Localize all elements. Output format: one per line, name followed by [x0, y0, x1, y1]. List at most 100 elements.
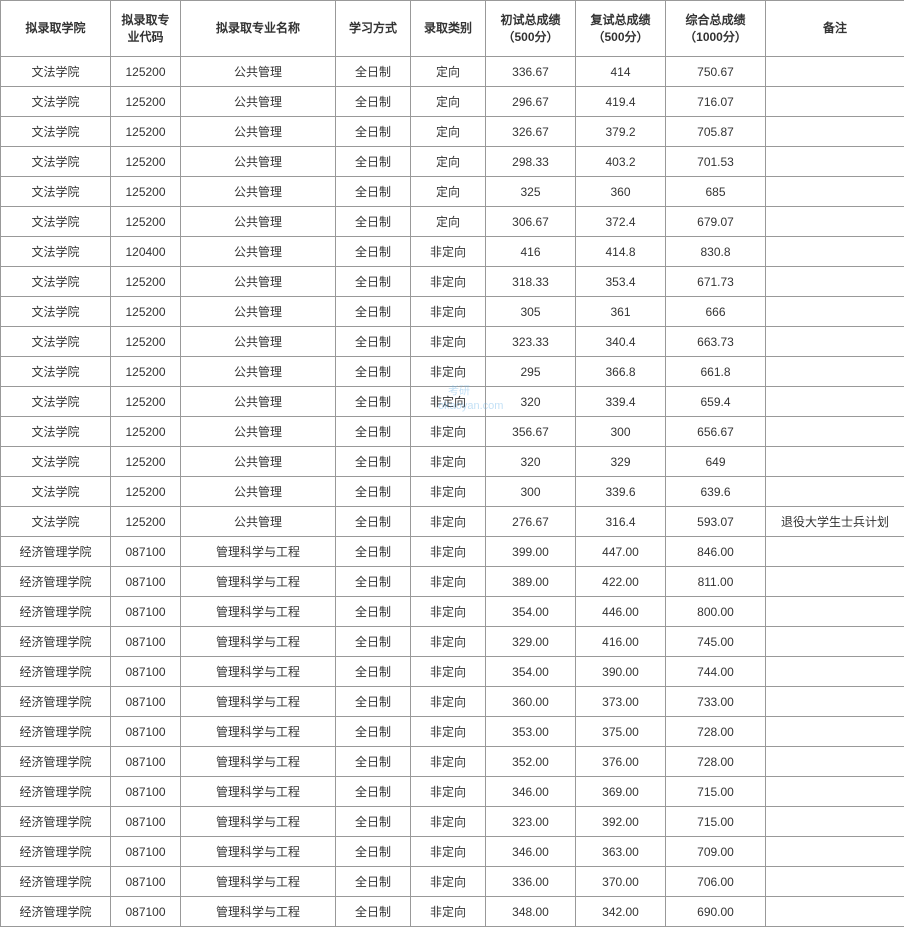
cell-r25-c1: 087100 — [111, 807, 181, 837]
cell-r26-c2: 管理科学与工程 — [181, 837, 336, 867]
cell-r6-c6: 414.8 — [576, 237, 666, 267]
cell-r12-c1: 125200 — [111, 417, 181, 447]
cell-r23-c6: 376.00 — [576, 747, 666, 777]
cell-r18-c5: 354.00 — [486, 597, 576, 627]
cell-r27-c8 — [766, 867, 904, 897]
cell-r13-c0: 文法学院 — [1, 447, 111, 477]
cell-r28-c3: 全日制 — [336, 897, 411, 927]
cell-r2-c6: 379.2 — [576, 117, 666, 147]
table-row: 经济管理学院087100管理科学与工程全日制非定向329.00416.00745… — [1, 627, 904, 657]
column-header-4: 录取类别 — [411, 1, 486, 57]
table-row: 文法学院125200公共管理全日制非定向295366.8661.8 — [1, 357, 904, 387]
cell-r9-c6: 340.4 — [576, 327, 666, 357]
cell-r18-c4: 非定向 — [411, 597, 486, 627]
table-row: 文法学院125200公共管理全日制非定向300339.6639.6 — [1, 477, 904, 507]
cell-r21-c7: 733.00 — [666, 687, 766, 717]
cell-r8-c2: 公共管理 — [181, 297, 336, 327]
cell-r27-c4: 非定向 — [411, 867, 486, 897]
cell-r8-c0: 文法学院 — [1, 297, 111, 327]
cell-r27-c1: 087100 — [111, 867, 181, 897]
cell-r28-c4: 非定向 — [411, 897, 486, 927]
cell-r22-c1: 087100 — [111, 717, 181, 747]
cell-r24-c2: 管理科学与工程 — [181, 777, 336, 807]
cell-r22-c2: 管理科学与工程 — [181, 717, 336, 747]
cell-r28-c6: 342.00 — [576, 897, 666, 927]
cell-r2-c3: 全日制 — [336, 117, 411, 147]
cell-r17-c1: 087100 — [111, 567, 181, 597]
table-row: 文法学院125200公共管理全日制非定向305361666 — [1, 297, 904, 327]
cell-r8-c7: 666 — [666, 297, 766, 327]
cell-r10-c0: 文法学院 — [1, 357, 111, 387]
table-row: 文法学院125200公共管理全日制非定向320329649 — [1, 447, 904, 477]
cell-r2-c2: 公共管理 — [181, 117, 336, 147]
cell-r22-c8 — [766, 717, 904, 747]
cell-r3-c3: 全日制 — [336, 147, 411, 177]
cell-r7-c4: 非定向 — [411, 267, 486, 297]
table-row: 经济管理学院087100管理科学与工程全日制非定向389.00422.00811… — [1, 567, 904, 597]
cell-r13-c3: 全日制 — [336, 447, 411, 477]
cell-r11-c1: 125200 — [111, 387, 181, 417]
column-header-8: 备注 — [766, 1, 904, 57]
cell-r9-c7: 663.73 — [666, 327, 766, 357]
cell-r28-c2: 管理科学与工程 — [181, 897, 336, 927]
cell-r18-c1: 087100 — [111, 597, 181, 627]
cell-r16-c1: 087100 — [111, 537, 181, 567]
cell-r17-c8 — [766, 567, 904, 597]
cell-r9-c1: 125200 — [111, 327, 181, 357]
cell-r15-c0: 文法学院 — [1, 507, 111, 537]
table-row: 经济管理学院087100管理科学与工程全日制非定向354.00390.00744… — [1, 657, 904, 687]
cell-r4-c1: 125200 — [111, 177, 181, 207]
cell-r4-c6: 360 — [576, 177, 666, 207]
cell-r14-c3: 全日制 — [336, 477, 411, 507]
cell-r0-c4: 定向 — [411, 57, 486, 87]
cell-r16-c0: 经济管理学院 — [1, 537, 111, 567]
cell-r20-c1: 087100 — [111, 657, 181, 687]
cell-r4-c7: 685 — [666, 177, 766, 207]
cell-r23-c8 — [766, 747, 904, 777]
cell-r16-c5: 399.00 — [486, 537, 576, 567]
cell-r24-c1: 087100 — [111, 777, 181, 807]
cell-r14-c8 — [766, 477, 904, 507]
cell-r8-c5: 305 — [486, 297, 576, 327]
cell-r13-c8 — [766, 447, 904, 477]
cell-r14-c5: 300 — [486, 477, 576, 507]
column-header-1: 拟录取专业代码 — [111, 1, 181, 57]
column-header-6: 复试总成绩（500分） — [576, 1, 666, 57]
table-row: 文法学院125200公共管理全日制非定向323.33340.4663.73 — [1, 327, 904, 357]
cell-r18-c2: 管理科学与工程 — [181, 597, 336, 627]
cell-r24-c8 — [766, 777, 904, 807]
cell-r27-c0: 经济管理学院 — [1, 867, 111, 897]
cell-r17-c6: 422.00 — [576, 567, 666, 597]
cell-r9-c0: 文法学院 — [1, 327, 111, 357]
cell-r11-c5: 320 — [486, 387, 576, 417]
cell-r27-c7: 706.00 — [666, 867, 766, 897]
cell-r17-c0: 经济管理学院 — [1, 567, 111, 597]
cell-r7-c6: 353.4 — [576, 267, 666, 297]
table-row: 文法学院125200公共管理全日制非定向318.33353.4671.73 — [1, 267, 904, 297]
cell-r15-c3: 全日制 — [336, 507, 411, 537]
table-row: 文法学院120400公共管理全日制非定向416414.8830.8 — [1, 237, 904, 267]
table-row: 经济管理学院087100管理科学与工程全日制非定向346.00363.00709… — [1, 837, 904, 867]
cell-r23-c7: 728.00 — [666, 747, 766, 777]
cell-r5-c8 — [766, 207, 904, 237]
table-row: 经济管理学院087100管理科学与工程全日制非定向336.00370.00706… — [1, 867, 904, 897]
cell-r5-c3: 全日制 — [336, 207, 411, 237]
cell-r12-c6: 300 — [576, 417, 666, 447]
cell-r24-c7: 715.00 — [666, 777, 766, 807]
cell-r8-c6: 361 — [576, 297, 666, 327]
table-row: 文法学院125200公共管理全日制非定向276.67316.4593.07退役大… — [1, 507, 904, 537]
cell-r3-c2: 公共管理 — [181, 147, 336, 177]
cell-r4-c0: 文法学院 — [1, 177, 111, 207]
column-header-3: 学习方式 — [336, 1, 411, 57]
cell-r3-c7: 701.53 — [666, 147, 766, 177]
cell-r18-c7: 800.00 — [666, 597, 766, 627]
cell-r0-c7: 750.67 — [666, 57, 766, 87]
cell-r11-c3: 全日制 — [336, 387, 411, 417]
cell-r11-c2: 公共管理 — [181, 387, 336, 417]
cell-r11-c7: 659.4 — [666, 387, 766, 417]
cell-r10-c4: 非定向 — [411, 357, 486, 387]
cell-r16-c8 — [766, 537, 904, 567]
cell-r6-c8 — [766, 237, 904, 267]
cell-r11-c8 — [766, 387, 904, 417]
cell-r10-c7: 661.8 — [666, 357, 766, 387]
